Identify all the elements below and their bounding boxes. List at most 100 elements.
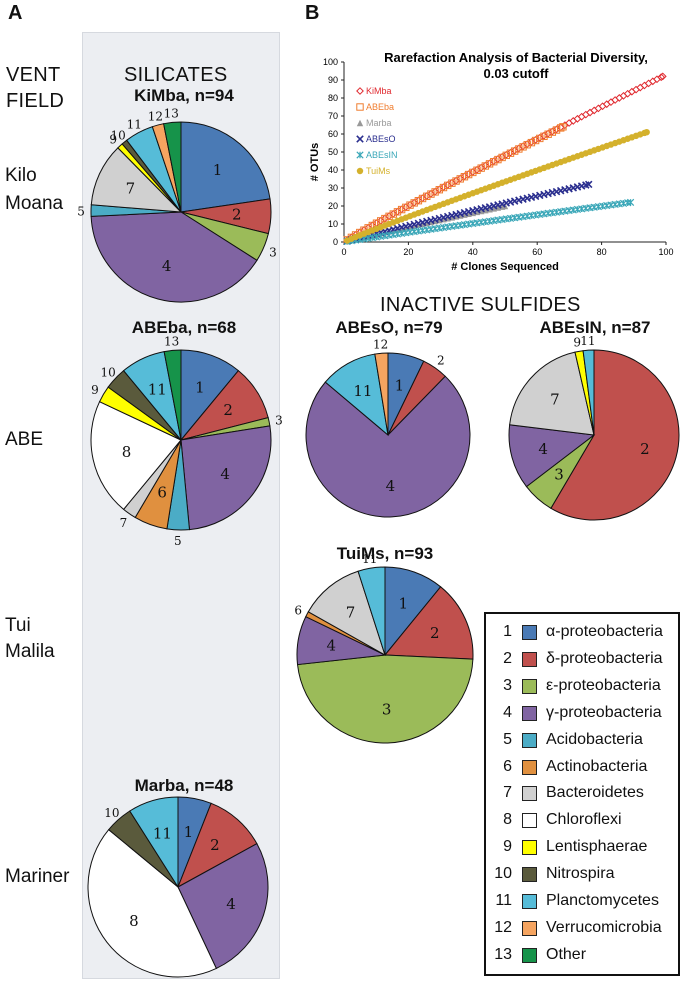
legend-swatch [522, 786, 537, 802]
series-point-ABEba [506, 149, 515, 157]
series-point-ABEba [464, 170, 473, 179]
legend-swatch [522, 920, 537, 936]
row-label-abe: ABE [5, 429, 44, 450]
pie-slice-4 [508, 424, 596, 488]
y-tick-label: 100 [323, 57, 338, 67]
series-point-ABEba [443, 181, 452, 190]
series-point-ABEba [427, 190, 435, 198]
series-point-ABEba [452, 177, 460, 185]
pie-label: 2 [223, 401, 233, 419]
y-tick-label: 90 [328, 75, 338, 85]
series-point-ABEba [498, 153, 506, 162]
series-point-ABEba [531, 136, 540, 145]
series-point-KiMba [648, 77, 657, 86]
y-tick-label: 80 [328, 93, 338, 103]
pie-label: 4 [538, 440, 548, 458]
x-tick-label: 20 [403, 247, 413, 257]
series-point-ABEba [473, 166, 481, 174]
series-point-KiMba [627, 87, 636, 96]
legend-swatch [522, 759, 537, 775]
pie-label: 1 [213, 161, 223, 179]
series-point-KiMba [439, 183, 448, 192]
pie-label: 7 [550, 391, 560, 409]
legend-swatch [522, 625, 537, 640]
series-point-KiMba [414, 196, 423, 205]
pie-slice-2 [550, 349, 680, 521]
legend-item: 2 δ-proteobacteria [486, 647, 678, 671]
pie-label: 6 [157, 484, 167, 502]
chart-legend-label: ABEsO [366, 134, 396, 144]
legend-label: Verrucomicrobia [546, 918, 662, 936]
series-point-KiMba [460, 172, 469, 181]
legend-number: 10 [494, 865, 512, 883]
legend-swatch [522, 651, 537, 667]
pie-label: 11 [580, 334, 595, 348]
row-label-tui: Tui [5, 615, 31, 636]
series-point-ABEba [557, 124, 565, 132]
series-point-ABEba [548, 128, 557, 136]
pie-label: 10 [104, 806, 119, 820]
series-point-ABEba [423, 192, 431, 200]
pie-slice-11 [582, 349, 595, 436]
pie-label: 1 [184, 823, 194, 841]
pie-abesin: 2 34 7 9 11 [508, 334, 680, 521]
row-label-moana: Moana [5, 193, 64, 214]
series-point-ABEba [439, 183, 448, 192]
series-point-KiMba [602, 100, 611, 109]
series-point-KiMba [565, 119, 573, 127]
series-point-TuiMs [643, 129, 650, 136]
legend-number: 11 [495, 892, 512, 909]
legend-swatch [522, 678, 537, 694]
legend-number: 1 [503, 623, 512, 640]
pie-label: 4 [386, 477, 396, 495]
y-tick-label: 50 [328, 147, 338, 157]
chart-legend-label: ABEsIN [366, 150, 398, 160]
legend-label: Acidobacteria [546, 730, 643, 748]
legend-item: 13 Other [486, 943, 678, 967]
series-point-ABEba [435, 186, 444, 194]
series-point-ABEba [448, 179, 456, 187]
pie-label: 9 [109, 132, 117, 146]
series-point-KiMba [427, 189, 435, 198]
chart-legend-label: KiMba [366, 86, 392, 96]
legend-item: 9 Lentisphaerae [486, 835, 678, 859]
legend-label: γ-proteobacteria [546, 703, 662, 721]
chart-legend-label: TuiMs [366, 166, 391, 176]
series-point-ABEba [477, 164, 485, 172]
series-point-ABEba [502, 151, 510, 160]
pie-label: 10 [100, 366, 115, 380]
legend-swatch [522, 894, 537, 909]
series-point-ABEba [515, 145, 523, 153]
legend-item: 1 α-proteobacteria [486, 620, 678, 644]
series-point-KiMba [611, 96, 620, 104]
series-point-KiMba [397, 205, 406, 214]
panel-a-label: A [8, 2, 23, 24]
legend-item: 11 Planctomycetes [486, 889, 678, 913]
series-point-ABEba [527, 138, 536, 147]
x-tick-label: 100 [658, 247, 673, 257]
series-point-KiMba [619, 91, 628, 100]
series-point-KiMba [658, 72, 667, 81]
pie-slice-7 [90, 147, 183, 213]
legend-label: δ-proteobacteria [546, 649, 663, 667]
series-point-KiMba [623, 89, 632, 98]
series-point-ABEba [559, 123, 567, 131]
series-point-KiMba [452, 176, 460, 185]
x-axis-label: # Clones Sequenced [451, 261, 559, 273]
y-tick-label: 70 [328, 111, 338, 121]
row-label-mariner: Mariner [5, 866, 70, 887]
series-point-ABEba [381, 214, 389, 223]
pie-label: 5 [174, 534, 182, 548]
pie-tuims: 1 2 3 4 6 7 11 [294, 552, 474, 744]
y-tick-label: 20 [328, 201, 338, 211]
pie-label: 1 [395, 376, 405, 394]
pie-label: 7 [126, 179, 136, 197]
legend-label: Chloroflexi [546, 811, 622, 829]
x-tick-label: 40 [468, 247, 478, 257]
pie-title-kimba: KiMba, n=94 [134, 86, 234, 105]
pie-label: 2 [437, 354, 445, 368]
pie-label: 4 [220, 465, 230, 483]
pie-label: 3 [382, 701, 392, 719]
series-point-KiMba [376, 216, 385, 225]
pie-label: 2 [430, 624, 440, 642]
